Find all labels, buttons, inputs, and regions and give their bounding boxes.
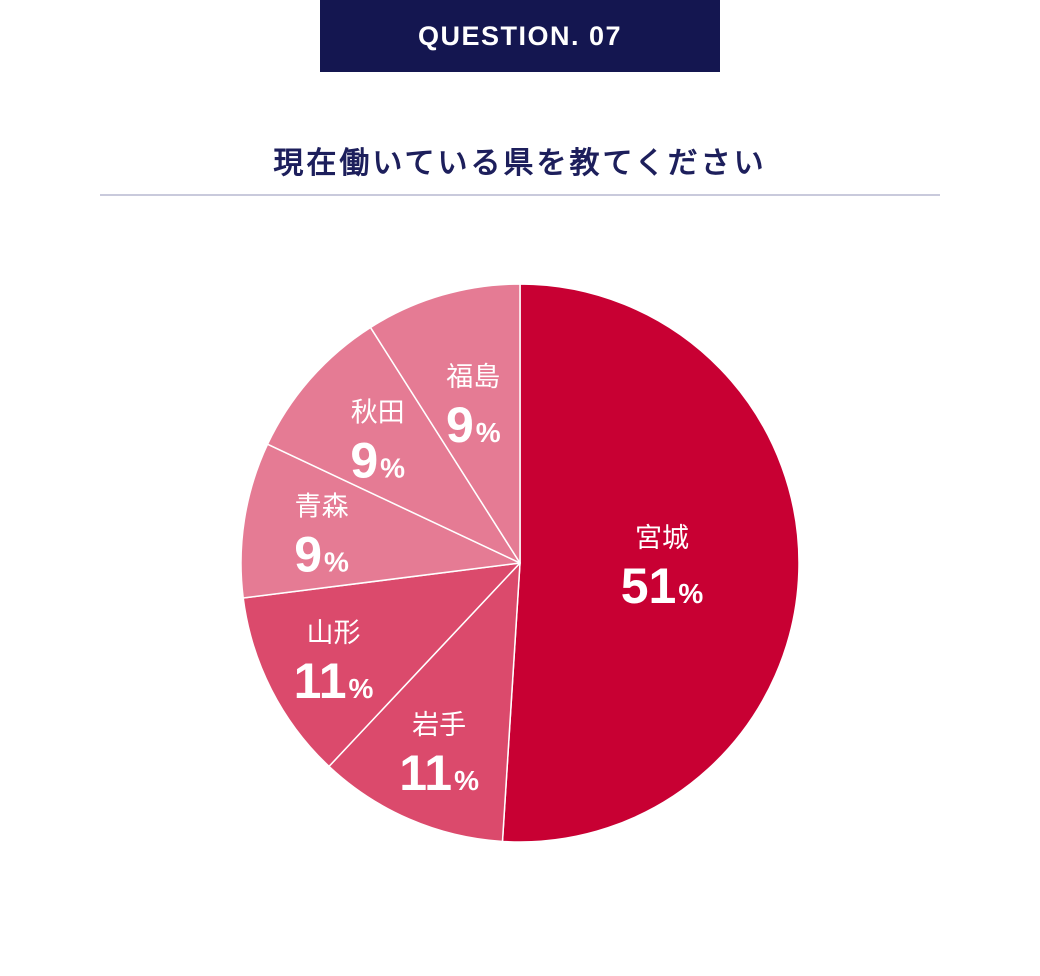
slice-label-2: 山形 (307, 618, 361, 649)
slice-value-4: 9% (350, 433, 405, 489)
question-number-text: QUESTION. 07 (417, 20, 623, 51)
slice-value-3: 9% (294, 527, 349, 583)
slice-value-5: 9% (446, 397, 501, 453)
slice-label-0: 宮城 (635, 523, 689, 554)
slice-value-2: 11% (294, 653, 374, 709)
pie-slice-4 (266, 326, 521, 564)
pie-slice-1 (328, 562, 521, 843)
slice-label-3: 青森 (295, 492, 349, 523)
question-number-badge: QUESTION. 07 (320, 0, 720, 72)
title-divider (100, 194, 940, 196)
slice-label-1: 岩手 (412, 710, 466, 741)
slice-label-5: 福島 (446, 362, 500, 393)
slice-value-0: 51% (621, 558, 704, 614)
pie-slice-3 (240, 443, 521, 599)
slice-label-4: 秋田 (351, 398, 405, 429)
slice-value-1: 11% (399, 745, 479, 801)
pie-slice-2 (242, 562, 521, 768)
pie-slice-5 (369, 283, 521, 564)
pie-slice-0 (501, 283, 800, 843)
question-title: 現在働いている県を教てください (273, 146, 767, 181)
